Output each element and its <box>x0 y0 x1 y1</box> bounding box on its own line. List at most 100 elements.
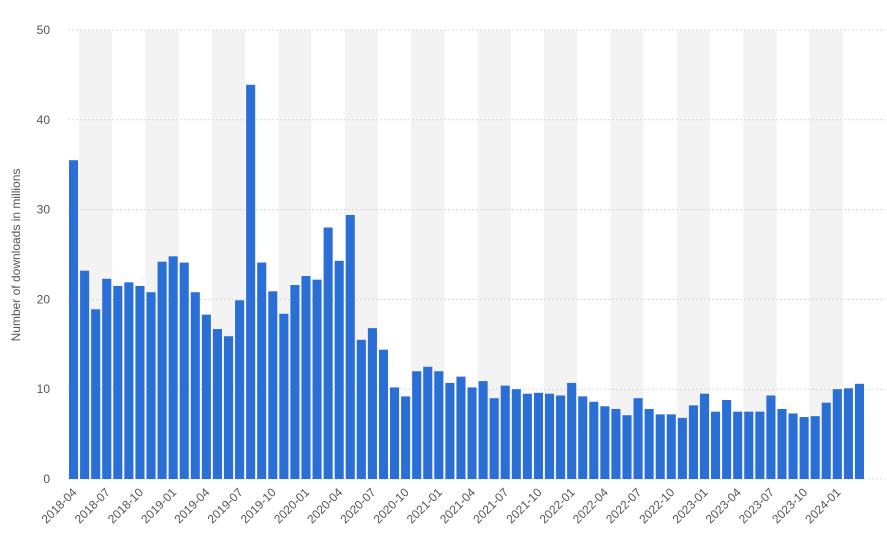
x-tick-label: 2023-01 <box>670 485 711 526</box>
bar <box>201 314 211 479</box>
bar <box>799 417 809 479</box>
bar <box>644 408 654 479</box>
y-tick-label: 40 <box>37 113 51 127</box>
x-tick-label: 2019-10 <box>238 485 279 526</box>
bar <box>611 408 621 479</box>
bar <box>744 411 754 479</box>
x-tick-label: 2018-07 <box>72 485 113 526</box>
bar <box>223 336 234 479</box>
bar <box>190 292 200 479</box>
bar <box>401 396 411 479</box>
bar <box>589 401 599 479</box>
x-tick-label: 2020-01 <box>271 485 312 526</box>
bar <box>68 160 79 479</box>
bar <box>102 278 112 479</box>
bar <box>135 285 145 479</box>
bar <box>533 392 543 479</box>
bar <box>511 389 521 479</box>
bar <box>633 398 643 479</box>
bar <box>600 406 610 479</box>
y-axis-label: Number of downloads in millions <box>9 169 23 342</box>
x-tick-label: 2022-01 <box>537 485 578 526</box>
bar <box>567 382 577 479</box>
x-tick-label: 2020-07 <box>337 485 378 526</box>
x-tick-label: 2023-07 <box>736 485 777 526</box>
x-tick-label: 2019-04 <box>171 485 212 526</box>
bar <box>146 292 156 479</box>
bar <box>456 376 466 479</box>
x-tick-label: 2019-01 <box>138 485 179 526</box>
bar <box>113 285 123 479</box>
bar <box>655 414 665 479</box>
bar <box>810 416 820 479</box>
bar <box>168 256 178 479</box>
bar <box>500 385 510 479</box>
bar <box>821 402 831 479</box>
bar <box>279 313 289 479</box>
bar <box>522 393 532 479</box>
x-tick-label: 2024-01 <box>802 485 843 526</box>
x-tick-label: 2023-04 <box>703 485 744 526</box>
x-tick-label: 2021-07 <box>470 485 511 526</box>
bar <box>699 393 710 479</box>
x-tick-label: 2018-10 <box>105 485 146 526</box>
x-tick-label: 2023-10 <box>769 485 810 526</box>
bar <box>843 388 853 479</box>
bar <box>157 261 167 479</box>
x-tick-label: 2022-10 <box>636 485 677 526</box>
bar <box>434 371 444 479</box>
bar <box>622 415 632 479</box>
bar <box>711 411 721 479</box>
bar <box>235 300 245 479</box>
bar <box>390 387 400 479</box>
bar <box>312 279 322 479</box>
y-tick-label: 50 <box>37 23 51 37</box>
bar <box>467 387 477 479</box>
bar <box>334 260 344 479</box>
bar <box>179 262 189 479</box>
bar <box>766 395 776 479</box>
x-tick-label: 2022-07 <box>603 485 644 526</box>
bar <box>854 383 865 479</box>
bar <box>91 309 101 479</box>
bar <box>301 276 311 479</box>
bar <box>688 405 698 479</box>
y-tick-label: 20 <box>37 292 51 306</box>
bar <box>378 349 389 479</box>
bar <box>290 285 300 479</box>
x-tick-label: 2020-10 <box>371 485 412 526</box>
x-tick-label: 2018-04 <box>39 485 80 526</box>
bar <box>578 396 588 479</box>
y-tick-label: 30 <box>37 203 51 217</box>
bar <box>257 262 267 479</box>
bar <box>478 381 488 479</box>
bar <box>412 371 422 479</box>
bar <box>788 413 798 479</box>
y-tick-label: 10 <box>37 382 51 396</box>
bar <box>666 414 676 479</box>
y-tick-label: 0 <box>43 472 50 486</box>
bar <box>212 329 222 479</box>
bar <box>356 339 366 479</box>
bar <box>832 389 842 479</box>
x-tick-label: 2019-07 <box>205 485 246 526</box>
bar <box>733 411 743 479</box>
bar <box>544 393 555 479</box>
bar <box>268 291 278 479</box>
bar <box>323 227 333 479</box>
bar <box>489 398 499 479</box>
bar <box>722 399 732 479</box>
x-tick-label: 2021-10 <box>504 485 545 526</box>
bar <box>423 366 433 479</box>
bar <box>80 270 90 479</box>
bar <box>677 417 687 479</box>
bar <box>124 282 134 479</box>
bar <box>556 395 566 479</box>
bar <box>777 408 787 479</box>
bar <box>345 214 355 479</box>
x-tick-label: 2022-04 <box>570 485 611 526</box>
x-tick-label: 2021-04 <box>437 485 478 526</box>
x-tick-label: 2020-04 <box>304 485 345 526</box>
bar <box>246 84 256 479</box>
